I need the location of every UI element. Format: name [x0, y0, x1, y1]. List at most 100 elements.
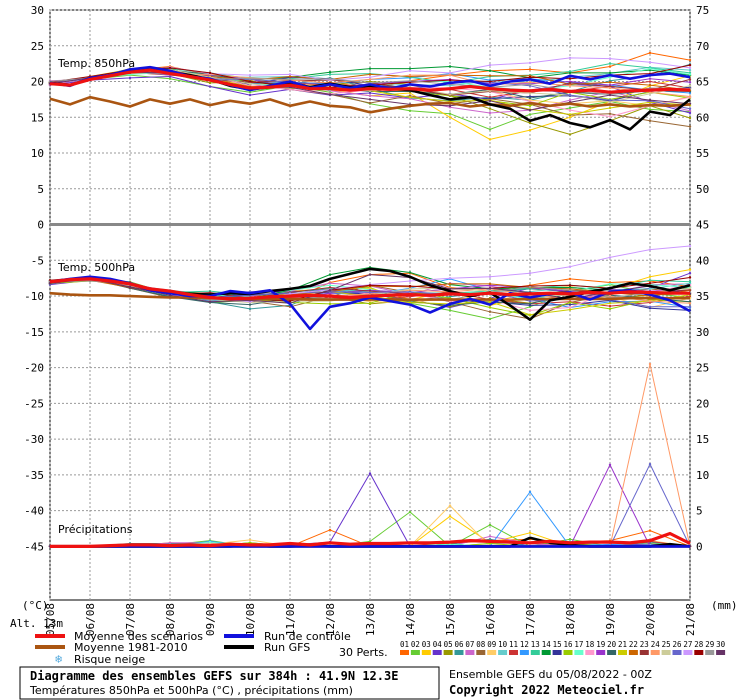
legend-gfs-label: Run GFS — [264, 641, 310, 654]
chart-title: Diagramme des ensembles GEFS sur 384h : … — [30, 669, 398, 683]
left-axis-ticks: 30 25 20 15 10 5 0 -5 -10 -15 -20 -25 -30 -35 -40 -45 — [24, 4, 44, 553]
pert-point-850 — [688, 107, 692, 110]
pert-point-500 — [568, 301, 572, 304]
pert-point-850 — [448, 112, 452, 115]
pert-point-500 — [608, 282, 612, 286]
pert-point-850 — [528, 83, 532, 86]
pert-point-500 — [528, 309, 532, 312]
pert-point-500 — [448, 309, 452, 312]
pert-point-850 — [688, 109, 692, 113]
pert-point-850 — [368, 101, 372, 105]
pert-legend-label: 18 — [585, 640, 595, 649]
x-tick-label: 08/08 — [164, 603, 177, 636]
pert-point-850 — [568, 116, 572, 119]
pert-point-850 — [648, 51, 652, 55]
pert-point-850 — [648, 80, 652, 83]
pert-point-850 — [688, 95, 692, 98]
legend: Moyenne des scénarios Moyenne 1981-2010 … — [35, 630, 726, 666]
pert-point-850 — [608, 101, 612, 104]
pert-point-500 — [248, 307, 252, 311]
pert-legend-swatch — [716, 650, 726, 655]
left-tick-label: -45 — [24, 540, 44, 553]
pert-point-850 — [568, 98, 572, 102]
pert-legend-swatch — [683, 650, 693, 655]
pert-point-850 — [688, 58, 692, 62]
pert-legend-label: 07 — [465, 640, 474, 649]
pert-point-500 — [488, 275, 492, 278]
pert-point-precip — [488, 523, 492, 527]
right-tick-label: 15 — [696, 433, 709, 446]
pert-point-850 — [608, 93, 612, 97]
pert-point-500 — [408, 284, 412, 288]
pert-point-850 — [648, 98, 652, 102]
pert-point-500 — [248, 303, 252, 306]
pert-point-500 — [368, 284, 372, 287]
pert-legend-swatch — [530, 650, 540, 655]
pert-legend-label: 11 — [509, 640, 518, 649]
x-tick-label: 05/08 — [44, 603, 57, 636]
right-tick-label: 55 — [696, 147, 709, 160]
pert-legend-swatch — [618, 650, 627, 655]
pert-legend-swatch — [694, 650, 704, 655]
pert-point-850 — [208, 85, 212, 88]
pert-point-500 — [488, 282, 492, 286]
pert-legend-label: 19 — [596, 640, 605, 649]
pert-point-precip — [168, 541, 172, 544]
pert-point-500 — [368, 273, 372, 276]
pert-legend-swatch — [519, 650, 529, 655]
right-tick-label: 45 — [696, 219, 709, 232]
pert-legend-swatch — [476, 650, 486, 655]
pert-point-850 — [488, 63, 492, 67]
pert-point-500 — [608, 307, 612, 311]
pert-legend-swatch — [552, 650, 562, 655]
pert-point-850 — [568, 106, 572, 110]
pert-point-precip — [648, 462, 652, 466]
pert-legend-swatch — [563, 650, 573, 655]
pert-point-850 — [568, 81, 572, 85]
pert-point-850 — [568, 84, 572, 88]
pert-legend-swatch — [410, 650, 420, 655]
pert-point-850 — [488, 107, 492, 110]
x-tick-label: 06/08 — [84, 603, 97, 636]
right-tick-label: 70 — [696, 40, 709, 53]
series-line-t850 — [49, 65, 691, 92]
pert-point-850 — [528, 76, 532, 79]
legend-snow-label: Risque neige — [74, 653, 145, 666]
pert-legend-label: 27 — [683, 640, 692, 649]
pert-point-500 — [168, 294, 172, 297]
pert-point-500 — [688, 244, 692, 248]
pert-legend-swatch — [432, 650, 442, 655]
legend-perts-label: 30 Perts. — [339, 646, 388, 659]
pert-legend-swatch — [672, 650, 682, 655]
pert-legend-swatch — [454, 650, 464, 655]
x-tick-label: 17/08 — [524, 603, 537, 636]
pert-point-850 — [328, 73, 332, 76]
pert-legend-label: 12 — [520, 640, 529, 649]
pert-point-850 — [648, 83, 652, 87]
pert-point-850 — [448, 65, 452, 68]
pert-point-500 — [688, 268, 692, 271]
pert-point-850 — [368, 94, 372, 98]
legend-clim-label: Moyenne 1981-2010 — [74, 641, 188, 654]
pert-point-850 — [448, 116, 452, 119]
pert-point-500 — [608, 302, 612, 305]
pert-point-500 — [208, 291, 212, 294]
pert-point-850 — [488, 138, 492, 141]
pert-legend-swatch — [465, 650, 475, 655]
x-tick-label: 11/08 — [284, 603, 297, 636]
pert-point-500 — [328, 273, 332, 276]
legend-clim-swatch — [35, 645, 65, 649]
pert-point-850 — [608, 86, 612, 90]
pert-point-850 — [528, 61, 532, 65]
pert-legend-label: 09 — [487, 640, 496, 649]
pert-point-850 — [248, 91, 252, 94]
pert-point-500 — [568, 308, 572, 311]
pert-point-850 — [688, 68, 692, 72]
pert-point-850 — [608, 62, 612, 65]
pert-point-500 — [528, 285, 532, 288]
pert-point-850 — [608, 98, 612, 102]
pert-point-850 — [568, 108, 572, 112]
pert-point-500 — [328, 286, 332, 289]
pert-point-500 — [528, 299, 532, 303]
pert-point-850 — [288, 78, 292, 81]
